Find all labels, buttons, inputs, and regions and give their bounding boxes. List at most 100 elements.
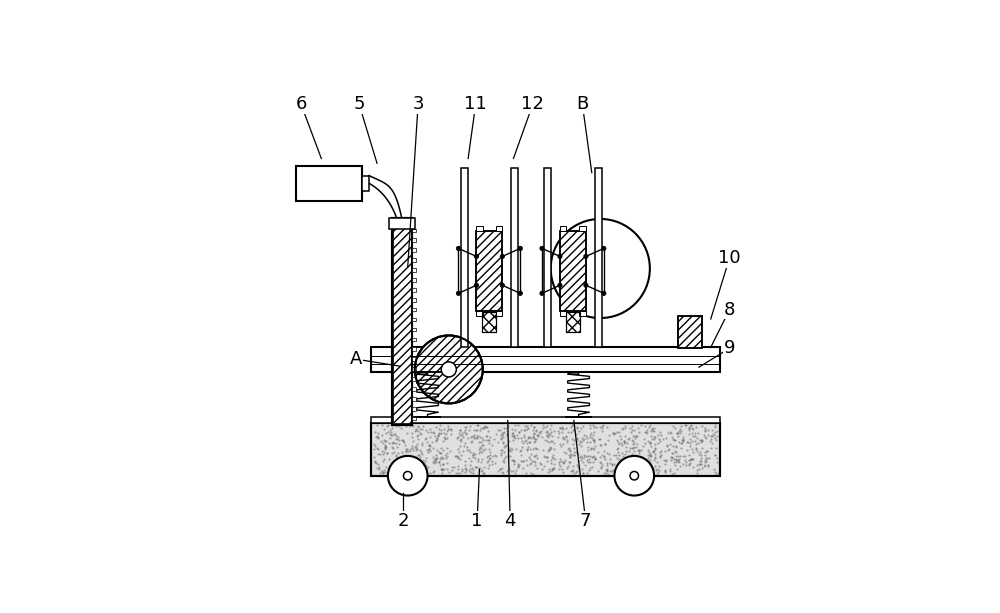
- Point: [684, 444, 700, 454]
- Point: [614, 454, 630, 463]
- Point: [382, 433, 398, 443]
- Point: [512, 446, 528, 456]
- Point: [513, 425, 529, 435]
- Point: [409, 462, 425, 471]
- Point: [633, 454, 649, 464]
- Point: [398, 446, 414, 456]
- Point: [447, 451, 463, 460]
- Point: [684, 428, 700, 438]
- Point: [561, 443, 577, 453]
- Text: 8: 8: [724, 300, 735, 319]
- Point: [576, 430, 592, 440]
- Point: [662, 439, 678, 449]
- Point: [646, 423, 662, 433]
- Point: [479, 457, 495, 467]
- Point: [444, 462, 460, 472]
- Text: B: B: [576, 95, 588, 113]
- Point: [694, 435, 710, 445]
- Point: [635, 441, 651, 451]
- Point: [376, 424, 392, 433]
- Point: [501, 445, 517, 455]
- Point: [378, 442, 394, 452]
- Point: [565, 462, 581, 471]
- Point: [386, 438, 402, 448]
- Point: [555, 432, 571, 442]
- Point: [461, 466, 477, 476]
- Bar: [579, 226, 586, 230]
- Point: [596, 446, 612, 456]
- Point: [542, 443, 558, 452]
- Point: [431, 428, 447, 438]
- Point: [474, 440, 490, 450]
- Point: [626, 459, 642, 469]
- Point: [615, 451, 631, 461]
- Point: [475, 468, 491, 478]
- Point: [465, 452, 481, 462]
- Circle shape: [474, 254, 479, 259]
- Point: [495, 438, 511, 448]
- Point: [543, 436, 559, 446]
- Point: [385, 437, 401, 447]
- Point: [455, 446, 471, 456]
- Point: [380, 427, 396, 437]
- Point: [435, 436, 451, 446]
- Point: [551, 428, 567, 438]
- Point: [517, 425, 533, 435]
- Point: [505, 435, 521, 444]
- Point: [624, 435, 640, 445]
- Point: [463, 436, 479, 446]
- Point: [543, 421, 559, 430]
- Point: [539, 421, 555, 431]
- Point: [384, 430, 400, 440]
- Point: [503, 466, 519, 476]
- Point: [432, 449, 448, 459]
- Point: [691, 449, 707, 459]
- Point: [391, 435, 407, 444]
- Point: [666, 468, 682, 478]
- Point: [370, 433, 386, 443]
- Point: [431, 429, 447, 439]
- Point: [590, 466, 606, 476]
- Point: [579, 433, 595, 443]
- Point: [609, 468, 625, 478]
- Point: [469, 421, 485, 430]
- Bar: [412, 229, 416, 232]
- Point: [415, 455, 431, 465]
- Point: [645, 463, 661, 473]
- Point: [369, 420, 385, 430]
- Point: [526, 451, 542, 461]
- Point: [402, 421, 418, 431]
- Point: [384, 421, 400, 430]
- Point: [439, 452, 455, 462]
- Point: [530, 430, 546, 440]
- Bar: [392, 218, 412, 425]
- Point: [544, 452, 560, 462]
- Point: [640, 446, 656, 455]
- Point: [474, 465, 490, 475]
- Point: [510, 433, 526, 443]
- Point: [493, 435, 509, 444]
- Point: [482, 450, 498, 460]
- Point: [658, 455, 674, 465]
- Point: [412, 425, 428, 435]
- Point: [371, 464, 387, 474]
- Point: [537, 422, 553, 432]
- Point: [398, 421, 414, 430]
- Point: [433, 425, 449, 435]
- Point: [457, 438, 473, 448]
- Point: [675, 435, 691, 444]
- Bar: [389, 218, 415, 229]
- Point: [643, 452, 659, 462]
- Circle shape: [456, 291, 461, 295]
- Point: [630, 459, 646, 469]
- Point: [705, 428, 721, 438]
- Point: [465, 465, 481, 474]
- Point: [433, 448, 449, 458]
- Point: [565, 439, 581, 449]
- Circle shape: [518, 291, 522, 295]
- Point: [523, 468, 539, 478]
- Point: [375, 438, 391, 447]
- Point: [605, 428, 621, 438]
- Text: 9: 9: [724, 339, 735, 357]
- Point: [555, 467, 571, 477]
